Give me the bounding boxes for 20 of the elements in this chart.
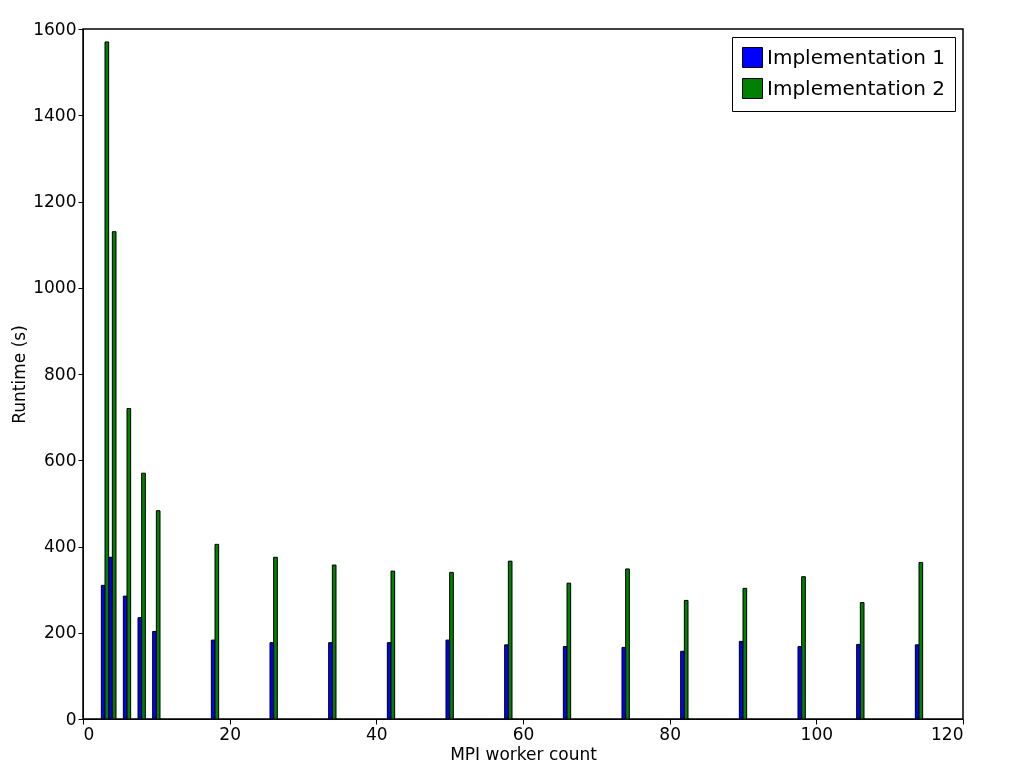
x-tick-label: 60: [512, 723, 535, 744]
y-tick-label: 1200: [33, 191, 77, 211]
x-tick-label: 120: [931, 723, 964, 744]
y-tick-label: 0: [65, 708, 77, 729]
y-tick-label: 200: [44, 622, 77, 643]
x-tick-label: 100: [800, 723, 834, 744]
y-tick-label: 1400: [33, 104, 77, 125]
x-tick-label: 40: [366, 723, 388, 744]
legend-label: Implementation 1: [767, 44, 945, 69]
y-tick-label: 400: [44, 536, 77, 556]
x-tick-label: 20: [219, 723, 241, 744]
x-tick-label: 0: [83, 723, 95, 744]
y-tick-label: 600: [44, 449, 77, 470]
y-axis-title: Runtime (s): [9, 325, 30, 424]
x-tick-label: 80: [659, 723, 681, 744]
y-tick-label: 800: [44, 363, 77, 384]
y-tick-label: 1600: [33, 18, 77, 39]
legend-label: Implementation 2: [767, 75, 945, 100]
x-axis-title: MPI worker count: [450, 743, 598, 764]
y-tick-label: 1000: [33, 277, 77, 298]
